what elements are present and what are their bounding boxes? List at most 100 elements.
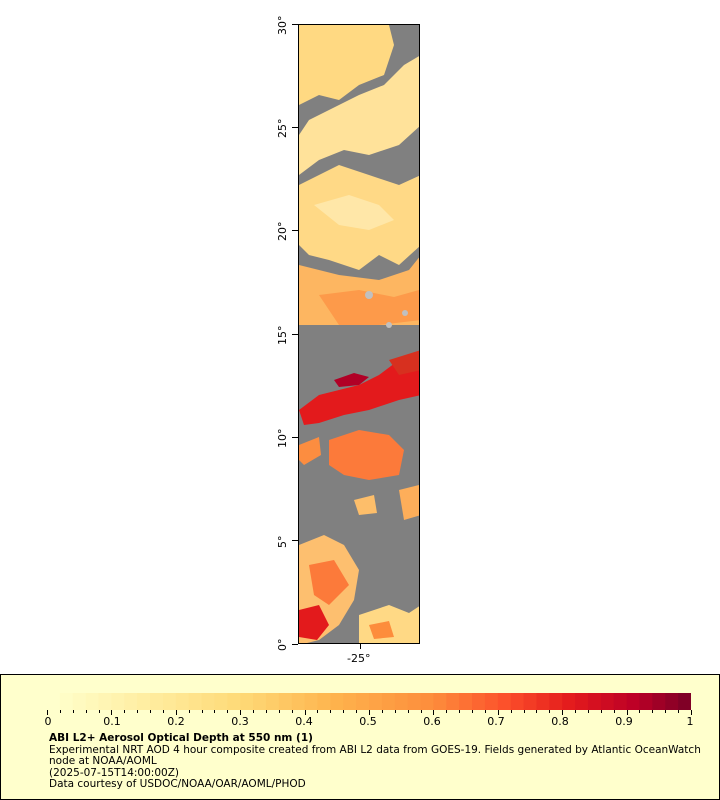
colorbar-tick: [278, 710, 280, 713]
colorbar-tick: [137, 710, 139, 713]
colorbar-tick: [407, 710, 409, 713]
colorbar-swatch: [304, 693, 318, 710]
colorbar-swatch: [98, 693, 112, 710]
colorbar-tick: [317, 710, 319, 713]
colorbar: [47, 693, 691, 710]
colorbar-tick: [85, 710, 87, 713]
colorbar-tick: [497, 710, 499, 715]
aod-map-graphic: [299, 25, 419, 643]
colorbar-label: 0.8: [551, 715, 569, 728]
aod-plume-high: [299, 350, 419, 425]
aod-region-north-4: [314, 195, 394, 230]
legend-text: ABI L2+ Aerosol Optical Depth at 550 nm …: [49, 732, 709, 791]
colorbar-swatch: [613, 693, 628, 710]
colorbar-tick: [150, 710, 152, 713]
y-tick-label: 0°: [276, 638, 289, 652]
colorbar-swatch: [47, 693, 61, 710]
colorbar-tick: [459, 710, 461, 713]
colorbar-swatch: [536, 693, 550, 710]
aod-region-north-2: [299, 56, 419, 175]
colorbar-tick: [356, 710, 358, 713]
y-tick-mark: [292, 230, 298, 231]
aod-region-south-5: [369, 621, 394, 639]
colorbar-tick: [446, 710, 448, 713]
legend-description: Experimental NRT AOD 4 hour composite cr…: [49, 743, 701, 768]
aod-region-south-2: [309, 560, 349, 605]
colorbar-label: 0.3: [231, 715, 249, 728]
aod-plume-core: [334, 373, 369, 387]
legend-panel: 0 0.1 0.2 0.3 0.4 0.5 0.6 0.7 0.8 0.9 1 …: [0, 674, 720, 800]
cloud-speck: [365, 291, 373, 299]
colorbar-swatch: [407, 693, 422, 710]
colorbar-tick: [394, 710, 396, 713]
colorbar-label: 0.4: [295, 715, 313, 728]
colorbar-tick: [472, 710, 474, 713]
colorbar-label: 0.7: [487, 715, 505, 728]
colorbar-swatch: [137, 693, 151, 710]
y-tick-label: 15°: [276, 325, 289, 346]
colorbar-tick: [291, 710, 293, 713]
colorbar-swatch: [433, 693, 447, 710]
aod-plume-extension: [389, 350, 419, 375]
colorbar-tick: [639, 710, 641, 713]
y-tick-mark: [292, 540, 298, 541]
colorbar-swatch: [587, 693, 602, 710]
colorbar-swatch: [356, 693, 370, 710]
y-tick-label: 20°: [276, 221, 289, 242]
colorbar-tick: [330, 710, 332, 713]
aod-region-mid-2: [319, 290, 419, 325]
colorbar-swatch: [111, 693, 125, 710]
y-tick-label: 10°: [276, 428, 289, 449]
colorbar-swatch: [124, 693, 138, 710]
colorbar-tick: [162, 710, 164, 713]
colorbar-swatch: [291, 693, 306, 710]
colorbar-tick: [613, 710, 615, 713]
colorbar-tick: [523, 710, 525, 713]
colorbar-tick: [343, 710, 345, 713]
colorbar-tick: [678, 710, 680, 713]
x-tick-label: -25°: [347, 652, 371, 665]
colorbar-tick: [549, 710, 551, 713]
colorbar-swatch: [678, 693, 691, 710]
colorbar-tick: [665, 710, 667, 713]
colorbar-tick: [47, 710, 48, 715]
colorbar-swatch: [549, 693, 563, 710]
colorbar-tick: [691, 710, 692, 715]
aod-region-south-small-2: [354, 495, 377, 515]
cloud-speck: [386, 322, 392, 328]
colorbar-tick: [510, 710, 512, 713]
y-tick-label: 30°: [276, 15, 289, 36]
colorbar-swatch: [150, 693, 164, 710]
colorbar-swatch: [484, 693, 499, 710]
colorbar-swatch: [72, 693, 87, 710]
colorbar-tick: [433, 710, 435, 715]
colorbar-swatch: [330, 693, 344, 710]
colorbar-tick: [562, 710, 564, 715]
colorbar-tick: [59, 710, 61, 713]
colorbar-label: 1: [686, 715, 694, 728]
aod-region-north-1: [299, 25, 394, 105]
colorbar-tick: [626, 710, 628, 715]
aod-region-orange: [329, 430, 404, 480]
colorbar-tick: [381, 710, 383, 713]
legend-title: ABI L2+ Aerosol Optical Depth at 550 nm …: [49, 732, 313, 744]
no-data-band: [299, 325, 419, 370]
colorbar-tick: [304, 710, 306, 715]
colorbar-swatch: [201, 693, 215, 710]
colorbar-swatch: [214, 693, 228, 710]
colorbar-tick: [214, 710, 216, 713]
colorbar-tick: [369, 710, 370, 715]
colorbar-tick: [227, 710, 229, 713]
colorbar-tick: [587, 710, 589, 713]
colorbar-swatch: [446, 693, 460, 710]
colorbar-tick: [98, 710, 100, 713]
colorbar-tick: [484, 710, 486, 713]
colorbar-swatch: [562, 693, 576, 710]
colorbar-label: 0.1: [103, 715, 121, 728]
colorbar-swatch: [343, 693, 357, 710]
colorbar-label: 0.2: [167, 715, 185, 728]
colorbar-tick: [201, 710, 203, 713]
legend-credit: Data courtesy of USDOC/NOAA/OAR/AOML/PHO…: [49, 778, 306, 791]
colorbar-label: 0.6: [423, 715, 441, 728]
x-tick-mark: [360, 644, 361, 649]
